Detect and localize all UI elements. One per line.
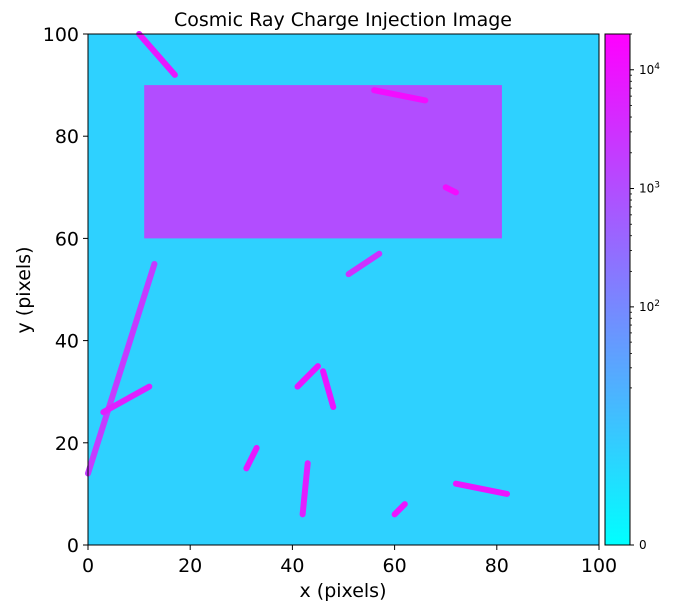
x-tick-label: 40	[280, 555, 304, 577]
x-tick-label: 60	[383, 555, 407, 577]
chart-title: Cosmic Ray Charge Injection Image	[174, 9, 512, 31]
cosmic-ray-track	[452, 480, 511, 497]
cosmic-ray-track	[299, 460, 311, 518]
y-tick-label: 20	[55, 433, 79, 455]
cosmic-ray-track	[391, 501, 408, 518]
x-tick-label: 100	[581, 555, 617, 577]
x-tick-label: 0	[82, 555, 94, 577]
x-axis-ticks: 0 20 40 60 80 100	[82, 545, 617, 577]
cosmic-ray-track	[243, 444, 260, 472]
y-axis-label: y (pixels)	[13, 247, 35, 334]
cosmic-ray-track	[85, 260, 158, 477]
y-tick-label: 0	[67, 535, 79, 557]
colorbar-tick-label: 103	[639, 181, 660, 196]
y-tick-label: 60	[55, 228, 79, 250]
plot-frame	[87, 33, 600, 546]
colorbar-tick-label: 0	[639, 538, 647, 552]
x-tick-label: 80	[485, 555, 509, 577]
charge-injection-region	[144, 85, 502, 239]
cosmic-ray-track	[100, 383, 153, 416]
cosmic-ray-track	[345, 250, 383, 278]
y-tick-label: 100	[43, 24, 79, 46]
cosmic-ray-track	[442, 184, 459, 196]
x-axis-label: x (pixels)	[300, 580, 387, 602]
cosmic-ray-track	[294, 363, 321, 390]
cosmic-ray-track	[320, 368, 337, 411]
y-tick-label: 80	[55, 126, 79, 148]
x-tick-label: 20	[178, 555, 202, 577]
colorbar-ticks: 0 102 103 104	[630, 33, 660, 552]
colorbar-tick-label: 104	[639, 62, 660, 77]
y-tick-label: 40	[55, 331, 79, 353]
cosmic-ray-track	[136, 31, 178, 78]
cosmic-ray-track	[371, 87, 429, 104]
y-axis-ticks: 0 20 40 60 80 100	[43, 24, 88, 557]
heatmap	[85, 31, 599, 545]
colorbar-tick-label: 102	[639, 299, 660, 314]
colorbar	[604, 33, 631, 546]
